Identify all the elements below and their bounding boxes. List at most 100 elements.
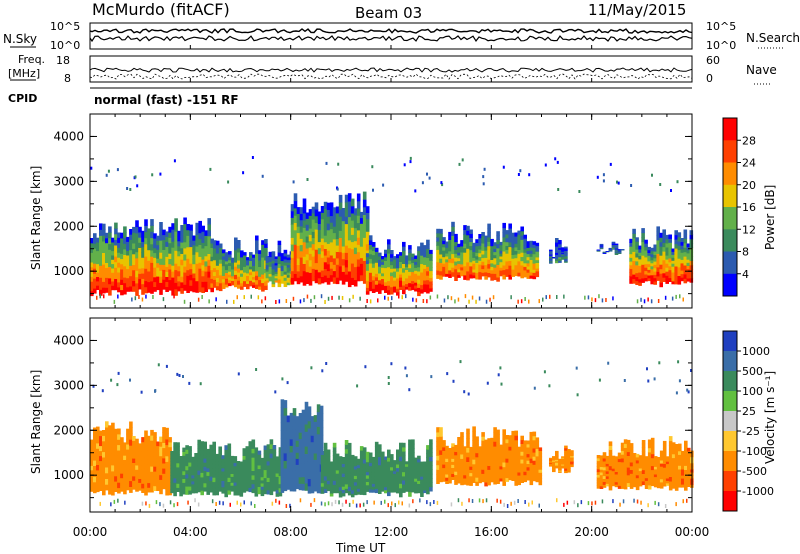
echo-cell — [356, 229, 361, 238]
echo-cell — [269, 462, 274, 468]
echo-cell — [260, 479, 265, 484]
echo-cell — [105, 438, 109, 445]
echo-cell — [215, 261, 220, 266]
echo-cell — [602, 461, 607, 465]
echo-cell — [635, 272, 639, 278]
echo-cell — [171, 265, 175, 272]
echo-cell — [499, 453, 503, 458]
echo-cell — [570, 458, 574, 461]
echo-cell — [402, 267, 406, 273]
echo-cell — [93, 263, 97, 269]
echo-cell — [126, 428, 130, 435]
echo-cell — [246, 272, 250, 276]
echo-cell — [191, 471, 195, 476]
echo-cell — [141, 246, 145, 253]
echo-cell — [168, 437, 172, 443]
echo-cell — [261, 244, 265, 250]
echo-cell — [405, 476, 409, 480]
echo-cell — [350, 468, 355, 473]
speckle — [275, 498, 277, 503]
echo-cell — [332, 226, 337, 234]
echo-cell — [523, 255, 527, 260]
echo-cell — [381, 272, 385, 277]
echo-cell — [197, 452, 201, 458]
echo-cell — [209, 484, 213, 489]
echo-cell — [206, 483, 210, 488]
echo-cell — [614, 474, 619, 478]
echo-cell — [668, 265, 672, 271]
echo-cell — [310, 441, 315, 449]
echo-cell — [558, 243, 562, 247]
echo-cell — [523, 241, 527, 246]
echo-cell — [353, 456, 358, 460]
echo-cell — [153, 238, 157, 244]
colorbar-swatch — [723, 207, 737, 230]
echo-cell — [141, 469, 145, 475]
echo-cell — [332, 251, 337, 259]
speckle — [405, 374, 408, 378]
echo-cell — [362, 486, 367, 492]
echo-cell — [231, 266, 235, 270]
echo-cell — [159, 441, 163, 447]
nsearch-tick-top: 10^5 — [706, 20, 736, 33]
echo-cell — [665, 267, 669, 272]
echo-cell — [341, 473, 346, 477]
echo-cell — [614, 244, 619, 246]
echo-cell — [365, 455, 370, 459]
echo-cell — [319, 413, 324, 421]
echo-cell — [451, 464, 455, 468]
echo-cell — [183, 217, 187, 225]
echo-cell — [650, 453, 655, 459]
echo-cell — [159, 276, 163, 283]
echo-cell — [359, 229, 364, 236]
echo-cell — [684, 469, 688, 475]
echo-cell — [252, 268, 256, 272]
echo-cell — [650, 250, 654, 255]
echo-cell — [472, 454, 476, 460]
echo-cell — [451, 467, 455, 471]
echo-cell — [102, 467, 106, 474]
echo-cell — [402, 241, 406, 247]
echo-cell — [436, 253, 440, 259]
echo-cell — [335, 257, 340, 265]
echo-cell — [481, 232, 485, 237]
echo-cell — [674, 275, 678, 280]
echo-cell — [632, 233, 636, 239]
echo-cell — [668, 476, 673, 482]
echo-cell — [296, 277, 301, 285]
echo-cell — [120, 258, 124, 265]
echo-cell — [387, 453, 391, 458]
echo-cell — [353, 221, 358, 229]
echo-cell — [635, 268, 639, 274]
echo-cell — [371, 486, 376, 490]
echo-cell — [221, 477, 225, 481]
echo-cell — [502, 264, 506, 271]
echo-cell — [174, 256, 178, 264]
echo-cell — [460, 257, 464, 262]
echo-cell — [350, 270, 355, 278]
speckle — [598, 294, 600, 299]
echo-cell — [251, 474, 256, 480]
echo-cell — [638, 262, 642, 266]
echo-cell — [439, 275, 443, 280]
echo-cell — [614, 251, 619, 254]
echo-cell — [320, 244, 325, 252]
echo-cell — [99, 485, 103, 491]
echo-cell — [381, 287, 385, 291]
echo-cell — [668, 238, 672, 243]
echo-cell — [650, 262, 654, 267]
echo-cell — [138, 278, 142, 285]
echo-cell — [299, 244, 304, 252]
echo-cell — [463, 446, 467, 450]
echo-cell — [674, 455, 679, 460]
echo-cell — [611, 463, 616, 467]
echo-cell — [632, 472, 637, 476]
speckle — [331, 295, 333, 300]
echo-cell — [496, 465, 500, 471]
echo-cell — [227, 451, 232, 457]
echo-cell — [350, 234, 355, 243]
echo-cell — [671, 257, 675, 261]
echo-cell — [218, 255, 223, 260]
echo-cell — [236, 483, 241, 487]
power-echoes — [90, 156, 694, 304]
